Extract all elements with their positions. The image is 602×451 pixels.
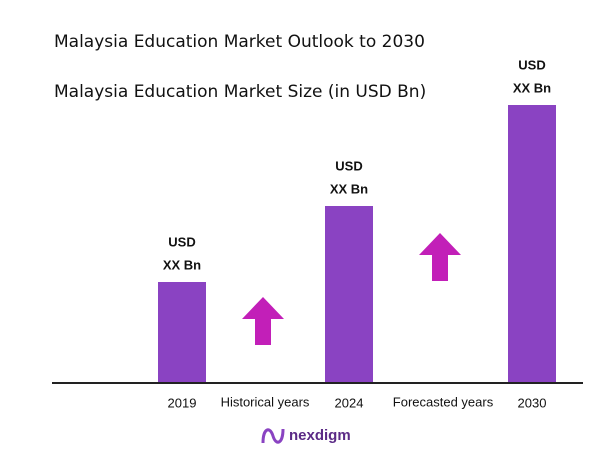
x-tick-label: 2030 xyxy=(518,395,547,410)
value-label: XX Bn xyxy=(513,80,551,95)
bar xyxy=(508,105,556,382)
chart-title: Malaysia Education Market Outlook to 203… xyxy=(54,32,425,52)
bar xyxy=(158,282,206,382)
value-label: XX Bn xyxy=(163,257,201,272)
growth-arrow xyxy=(419,233,461,281)
value-label: USD xyxy=(168,234,195,249)
chart-subtitle: Malaysia Education Market Size (in USD B… xyxy=(54,82,426,102)
value-label: USD xyxy=(518,57,545,72)
value-label: XX Bn xyxy=(330,181,368,196)
annotation: Forecasted years xyxy=(393,394,494,409)
bar xyxy=(325,206,373,382)
annotation: Historical years xyxy=(221,394,310,409)
logo: nexdigm xyxy=(261,427,351,444)
value-label: USD xyxy=(335,158,362,173)
x-tick-label: 2019 xyxy=(168,395,197,410)
logo-icon xyxy=(261,428,285,444)
growth-arrow xyxy=(242,297,284,345)
logo-text: nexdigm xyxy=(289,427,351,444)
x-tick-label: 2024 xyxy=(335,395,364,410)
